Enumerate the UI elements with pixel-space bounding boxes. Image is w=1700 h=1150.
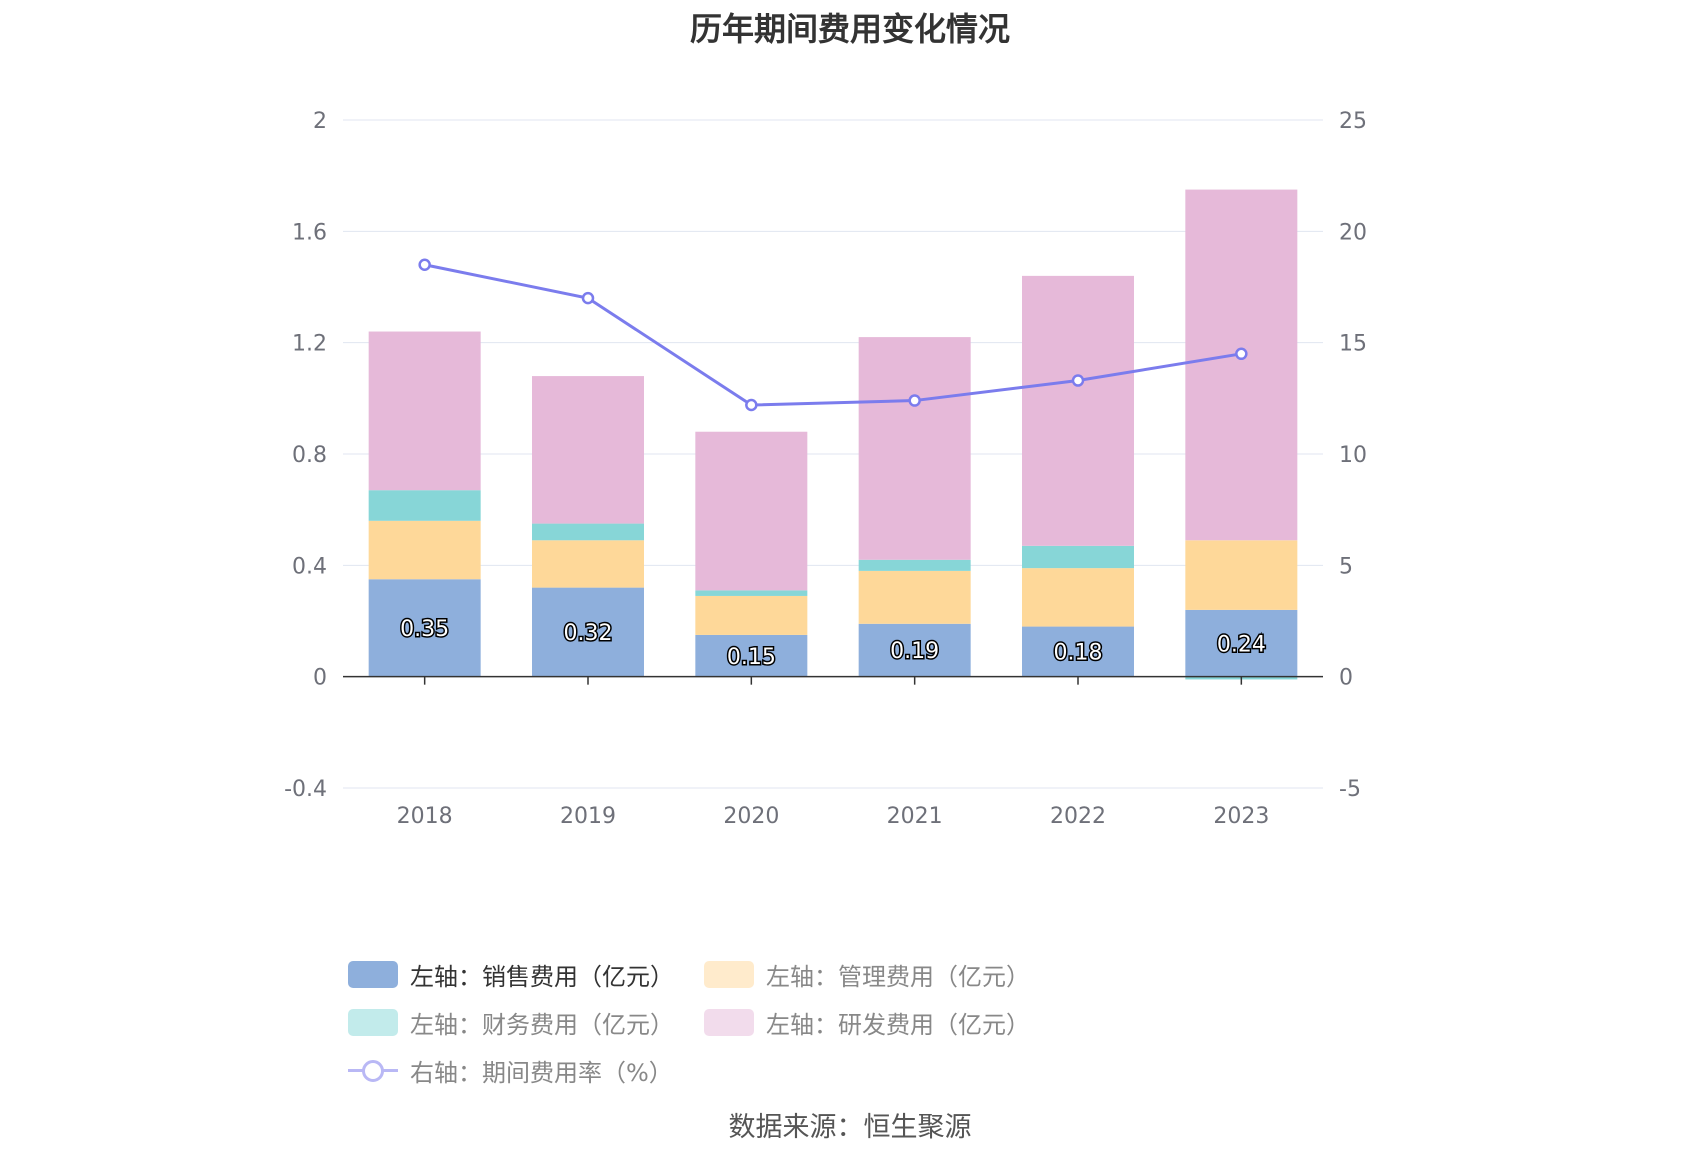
axes: -0.4 0 0.4 0.8 1.2 1.6 2 -5 0 5 10 15 20 25 2018 2019 20… [284,109,1367,829]
left-axis-tick-label: 0.8 [292,443,327,468]
right-axis-tick-label: 0 [1339,666,1353,691]
finance-expense-bar [368,490,481,521]
right-axis-tick-label: 10 [1339,443,1367,468]
data-labels: 0.35 0.32 0.15 0.19 0.18 0.24 [399,615,1268,671]
selling-expense-bar [695,634,808,677]
rnd-expense-bar [368,331,481,491]
expense-rate-point [1235,347,1248,361]
rnd-expense-bar [532,376,644,524]
legend-swatch [704,960,754,988]
selling-expense-value-label: 0.18 [1054,641,1103,666]
finance-expense-bar [695,590,808,596]
admin-expense-bar [695,595,808,635]
finance-expense-bar [1022,545,1134,569]
expense-rate-point [745,398,758,412]
x-axis-tick-label: 2018 [397,804,453,829]
right-axis-tick-label: -5 [1339,777,1361,802]
expense-rate-point [581,291,595,305]
selling-expense-bar [1022,626,1134,677]
selling-expense-value-label: 0.19 [890,639,939,664]
legend-swatch [704,1008,754,1036]
legend-item[interactable]: 左轴：管理费用（亿元） [704,950,1030,998]
expense-rate-point [908,394,921,407]
data-source-note: 数据来源：恒生聚源 [728,1112,972,1143]
selling-expense-value-label: 0.24 [1217,632,1266,657]
rnd-expense-bar [1022,275,1134,546]
legend-item[interactable]: 左轴：财务费用（亿元） [348,998,674,1046]
right-axis-tick-label: 25 [1339,109,1367,134]
left-axis-tick-label: 1.2 [292,332,327,357]
expense-rate-line [424,263,1242,407]
selling-expense-bar [858,623,971,677]
rnd-expense-bar [858,337,971,560]
finance-expense-bar [858,559,971,571]
right-axis-tick-label: 15 [1339,332,1367,357]
x-axis-tick-label: 2023 [1213,804,1269,829]
legend-label: 右轴：期间费用率（%） [410,1058,673,1087]
chart-title: 历年期间费用变化情况 [689,10,1010,48]
admin-expense-bar [532,540,644,588]
selling-expense-bar [532,587,644,677]
legend: 左轴：销售费用（亿元） 左轴：管理费用（亿元） 左轴：财务费用（亿元） 左轴：研发费用… [348,950,1388,1094]
x-axis-tick-label: 2022 [1050,804,1106,829]
legend-label: 左轴：管理费用（亿元） [766,962,1030,991]
legend-item[interactable]: 右轴：期间费用率（%） [348,1046,673,1094]
left-axis-tick-label: 0 [313,666,327,691]
admin-expense-bar [1185,540,1298,610]
left-axis-tick-label: 1.6 [292,220,327,245]
grid-lines [343,119,1323,789]
legend-label: 左轴：财务费用（亿元） [410,1010,674,1039]
legend-label: 左轴：销售费用（亿元） [410,962,674,991]
rate-line-series [418,258,1248,412]
right-axis-tick-label: 20 [1339,220,1367,245]
admin-expense-bar [1022,568,1134,627]
finance-expense-bar [532,523,644,541]
legend-swatch [348,960,398,988]
expense-rate-point [1071,374,1085,387]
x-axis-tick-label: 2021 [887,804,943,829]
admin-expense-bar [858,570,971,624]
left-axis-tick-label: 0.4 [292,554,327,579]
legend-item[interactable]: 左轴：研发费用（亿元） [704,998,1030,1046]
selling-expense-value-label: 0.15 [727,645,776,670]
admin-expense-bar [368,520,481,580]
legend-line-marker-icon [348,1057,398,1084]
rnd-expense-bar [695,431,808,591]
x-axis-tick-label: 2020 [723,804,779,829]
bar-series [368,189,1298,680]
legend-label: 左轴：研发费用（亿元） [766,1010,1030,1039]
left-axis-tick-label: 2 [313,109,327,134]
selling-expense-value-label: 0.32 [564,621,613,646]
expense-rate-point [418,258,431,271]
selling-expense-value-label: 0.35 [400,617,449,642]
right-axis-tick-label: 5 [1339,554,1353,579]
x-axis-tick-label: 2019 [560,804,616,829]
legend-swatch [348,1008,398,1036]
legend-item[interactable]: 左轴：销售费用（亿元） [348,950,674,998]
selling-expense-bar [1185,609,1298,677]
left-axis-tick-label: -0.4 [284,777,327,802]
rnd-expense-bar [1185,189,1298,541]
selling-expense-bar [368,579,481,677]
